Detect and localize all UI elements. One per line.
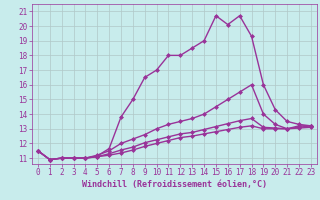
X-axis label: Windchill (Refroidissement éolien,°C): Windchill (Refroidissement éolien,°C)	[82, 180, 267, 189]
